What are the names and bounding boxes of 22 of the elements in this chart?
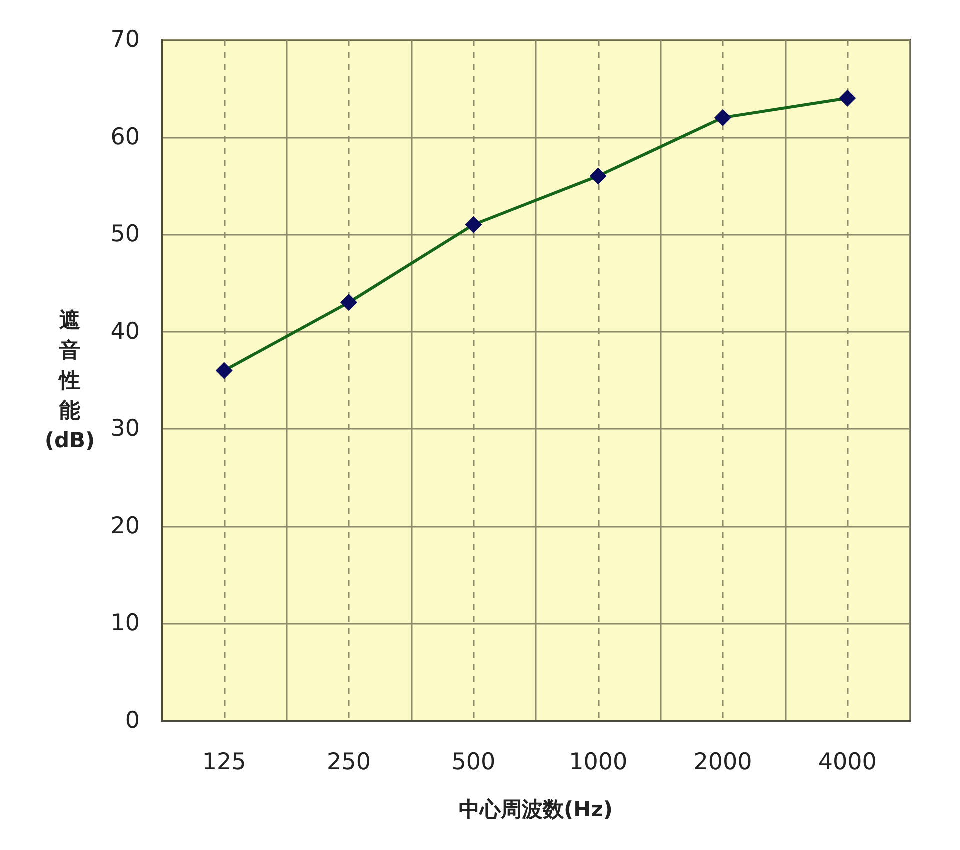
- x-axis-title: 中心周波数(Hz): [459, 798, 613, 822]
- y-tick-label: 50: [110, 222, 140, 248]
- y-axis-title: 遮音性能(dB): [44, 308, 96, 452]
- y-tick-label: 70: [110, 27, 140, 53]
- y-tick-label: 20: [110, 513, 140, 540]
- point: [340, 294, 358, 312]
- point: [839, 90, 856, 107]
- point: [465, 216, 482, 234]
- x-tick-label: 1000: [569, 750, 628, 776]
- x-tick-label: 4000: [818, 750, 877, 776]
- y-tick-label: 30: [110, 416, 140, 442]
- x-tick-label: 250: [327, 750, 371, 776]
- point: [714, 109, 732, 126]
- y-tick-label: 40: [110, 318, 140, 345]
- y-tick-label: 10: [110, 610, 140, 637]
- x-tick-label: 500: [452, 750, 496, 776]
- point: [216, 362, 233, 380]
- x-tick-label: 125: [202, 750, 246, 776]
- x-tick-label: 2000: [694, 750, 752, 776]
- y-tick-label: 60: [110, 124, 140, 150]
- point: [590, 168, 607, 185]
- y-tick-label: 0: [125, 708, 140, 734]
